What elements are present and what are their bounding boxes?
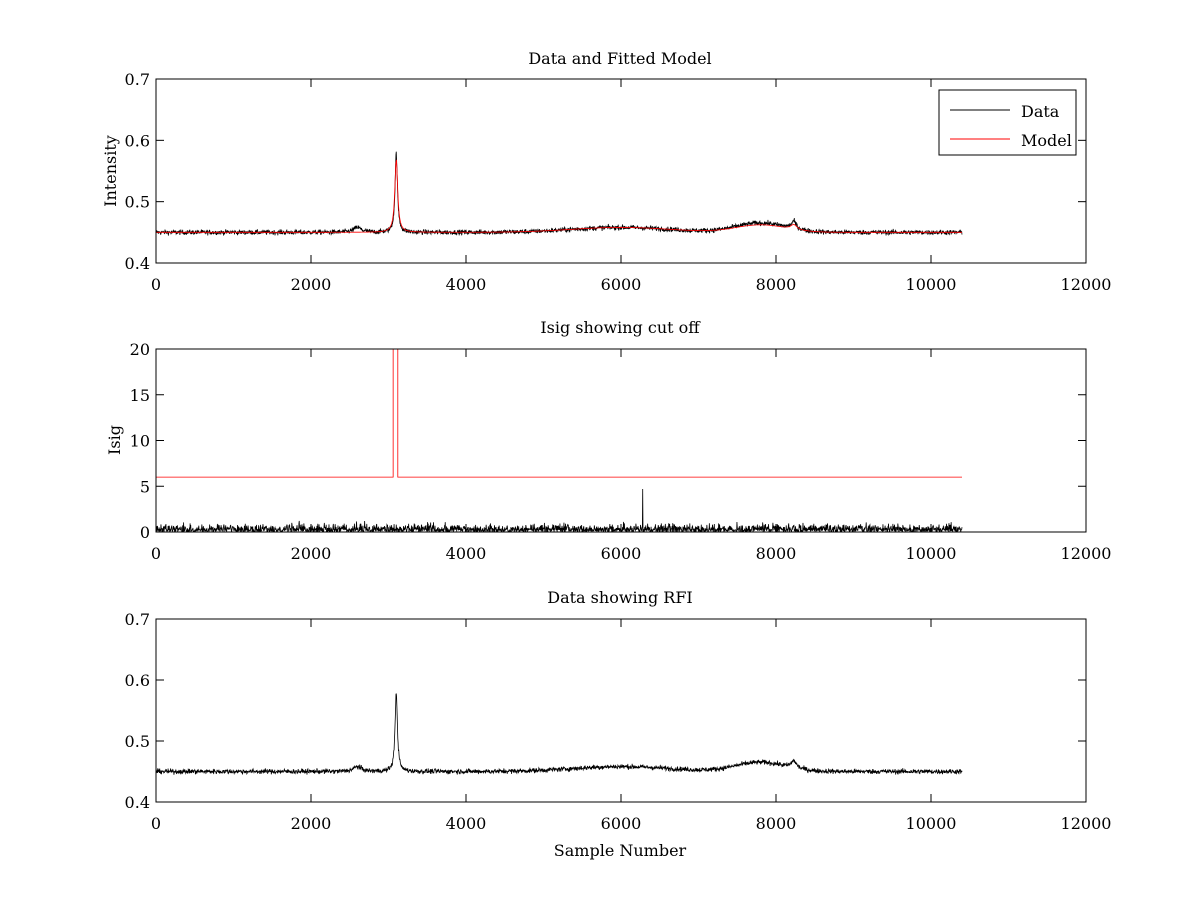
x-tick-label: 2000 [291, 544, 332, 563]
y-tick-label: 0.4 [125, 793, 150, 812]
y-tick-label: 0.6 [125, 671, 150, 690]
series-line-model [156, 159, 962, 233]
y-tick-label: 0.6 [125, 131, 150, 150]
legend-box [938, 89, 1077, 156]
x-tick-label: 6000 [601, 814, 642, 833]
y-tick-label: 20 [130, 340, 150, 359]
x-tick-label: 10000 [906, 544, 957, 563]
x-tick-label: 2000 [291, 814, 332, 833]
series-group [156, 151, 963, 236]
y-tick-label: 0.7 [125, 610, 150, 629]
x-tick-label: 10000 [906, 814, 957, 833]
x-tick-label: 0 [151, 544, 161, 563]
x-tick-label: 4000 [446, 544, 487, 563]
legend-data-label: Data [1021, 102, 1060, 121]
series-group [156, 349, 963, 532]
x-tick-label: 4000 [446, 814, 487, 833]
x-tick-label: 2000 [291, 275, 332, 294]
subplot-3-title: Data showing RFI [547, 588, 692, 607]
y-tick-label: 15 [130, 386, 150, 405]
y-tick-label: 10 [130, 432, 150, 451]
subplot-1-ylabel: Intensity [101, 135, 120, 207]
series-group [156, 693, 963, 776]
x-tick-label: 8000 [756, 275, 797, 294]
subplot-3-plot-area: 0 2000 4000 6000 8000 10000 12000 0.4 0.5 0.6 0.7 [125, 610, 1112, 833]
legend-model-label: Model [1021, 131, 1072, 150]
y-tick-label: 0.5 [125, 732, 150, 751]
x-tick-label: 0 [151, 814, 161, 833]
subplot-2-title: Isig showing cut off [540, 318, 701, 337]
x-tick-label: 6000 [601, 275, 642, 294]
subplot-2-plot-area: 0 2000 4000 6000 8000 10000 12000 0 5 10 15 20 [130, 340, 1112, 563]
series-line-data [156, 693, 963, 776]
x-tick-label: 4000 [446, 275, 487, 294]
y-tick-label: 0.7 [125, 70, 150, 89]
x-tick-label: 12000 [1061, 275, 1112, 294]
y-tick-label: 0.5 [125, 193, 150, 212]
subplot-1-title: Data and Fitted Model [528, 49, 711, 68]
y-tick-label: 5 [140, 477, 150, 496]
y-tick-label: 0 [140, 523, 150, 542]
y-tick-label: 0.4 [125, 254, 150, 273]
subplot-1: Data and Fitted Model Intensity 0 2000 400… [101, 49, 1111, 294]
series-line-cut-off [156, 349, 962, 478]
x-tick-label: 8000 [756, 544, 797, 563]
subplot-3: Data showing RFI 0 2000 4000 6000 8000 10000 1… [125, 588, 1112, 860]
subplot-1-plot-area: 0 2000 4000 6000 8000 10000 12000 0.4 0.5 0.6 0.7 [125, 70, 1112, 294]
x-tick-label: 12000 [1061, 814, 1112, 833]
x-tick-label: 6000 [601, 544, 642, 563]
series-line-isig [156, 488, 963, 532]
subplot-2: Isig showing cut off Isig 0 2000 4000 6000 8… [105, 318, 1111, 563]
x-tick-label: 10000 [906, 275, 957, 294]
x-tick-label: 0 [151, 275, 161, 294]
legend: Data Model [938, 89, 1077, 156]
x-tick-label: 8000 [756, 814, 797, 833]
x-tick-label: 12000 [1061, 544, 1112, 563]
subplot-2-ylabel: Isig [105, 425, 124, 455]
subplot-3-xlabel: Sample Number [554, 841, 687, 860]
